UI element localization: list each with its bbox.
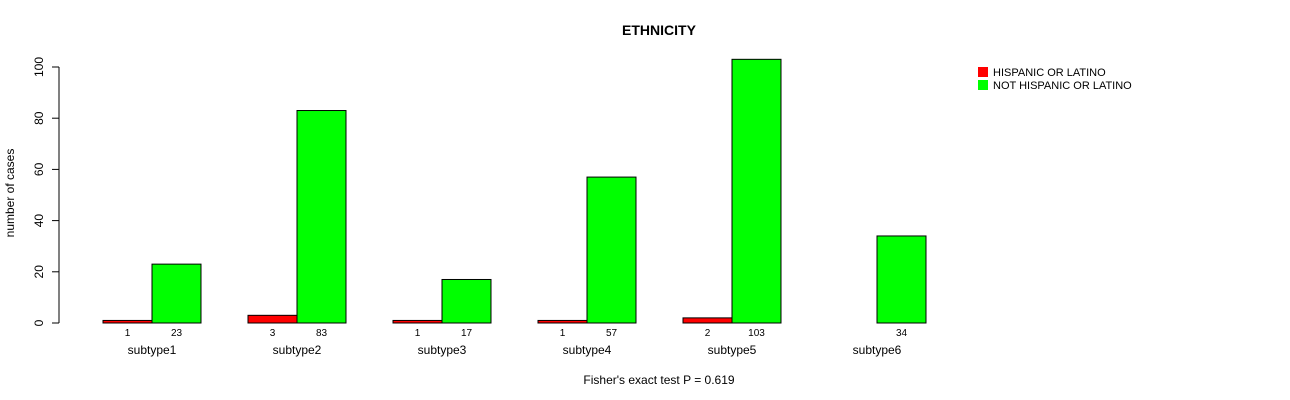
bar-value-label: 23 — [171, 328, 183, 339]
bar-value-label: 1 — [415, 328, 421, 339]
bar — [102, 319, 153, 324]
bar — [392, 319, 443, 324]
bar — [537, 319, 588, 324]
legend-label: HISPANIC OR LATINO — [993, 67, 1106, 79]
legend-label: NOT HISPANIC OR LATINO — [993, 80, 1132, 92]
x-category-label: subtype6 — [853, 343, 902, 357]
bar — [151, 263, 202, 324]
bar — [296, 110, 347, 324]
bar — [731, 58, 782, 324]
x-category-label: subtype5 — [708, 343, 757, 357]
y-tick-label: 0 — [32, 319, 46, 326]
bar — [247, 314, 298, 324]
bar-value-label: 57 — [606, 328, 618, 339]
x-category-label: subtype1 — [128, 343, 177, 357]
x-axis-footnote: Fisher's exact test P = 0.619 — [583, 373, 734, 387]
bar — [441, 278, 492, 324]
bar — [586, 176, 637, 324]
bar-value-label: 34 — [896, 328, 908, 339]
y-axis-label: number of cases — [3, 149, 17, 238]
bar-value-label: 2 — [705, 328, 711, 339]
legend-swatch — [978, 67, 988, 77]
bar-value-label: 1 — [560, 328, 566, 339]
bar-value-label: 3 — [270, 328, 276, 339]
x-category-label: subtype4 — [563, 343, 612, 357]
y-tick-label: 20 — [32, 265, 46, 279]
bars: 1 23 subtype1 3 83 subtype2 1 17 subtype3 1 57 subt… — [102, 58, 927, 357]
bar-value-label: 17 — [461, 328, 473, 339]
y-tick-label: 60 — [32, 162, 46, 176]
bar — [876, 235, 927, 324]
bar — [682, 317, 733, 324]
legend-swatch — [978, 80, 988, 90]
x-category-label: subtype2 — [273, 343, 322, 357]
chart-title: ETHNICITY — [622, 22, 697, 38]
bar-value-label: 1 — [125, 328, 131, 339]
y-axis-ticks: 0 20 40 60 80 100 — [32, 57, 59, 326]
y-tick-label: 100 — [32, 57, 46, 77]
y-tick-label: 40 — [32, 214, 46, 228]
bar-value-label: 103 — [748, 328, 765, 339]
x-category-label: subtype3 — [418, 343, 467, 357]
y-tick-label: 80 — [32, 111, 46, 125]
bar-value-label: 83 — [316, 328, 328, 339]
